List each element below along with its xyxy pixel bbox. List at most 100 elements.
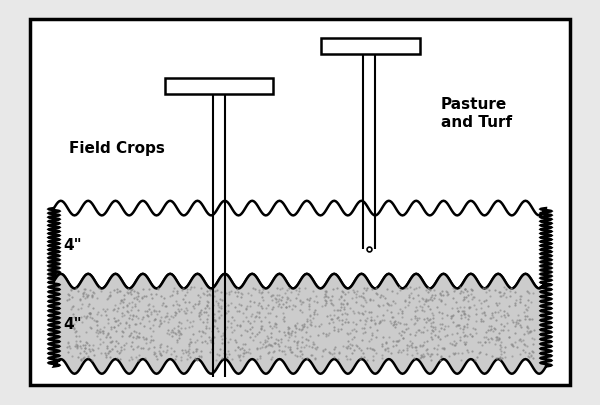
Point — [124, 300, 134, 306]
Point — [312, 344, 322, 351]
Point — [110, 343, 120, 349]
Point — [156, 320, 166, 326]
Point — [208, 316, 218, 323]
Point — [455, 325, 465, 331]
Point — [254, 309, 264, 316]
Point — [349, 334, 358, 341]
Point — [229, 317, 239, 323]
Point — [68, 353, 77, 360]
Point — [133, 333, 142, 339]
Point — [215, 296, 224, 303]
Point — [463, 292, 473, 299]
Point — [248, 337, 257, 344]
Point — [464, 304, 473, 311]
Point — [329, 324, 339, 331]
Point — [359, 330, 368, 336]
Point — [353, 309, 362, 315]
Point — [148, 303, 158, 309]
Point — [459, 324, 469, 330]
Point — [389, 298, 398, 305]
Point — [393, 349, 403, 355]
Point — [467, 287, 476, 293]
Point — [170, 309, 179, 316]
Point — [514, 312, 523, 319]
Point — [391, 321, 401, 328]
Point — [347, 295, 356, 302]
Point — [437, 325, 446, 331]
Point — [153, 285, 163, 291]
Point — [135, 320, 145, 327]
Point — [345, 345, 355, 351]
Point — [455, 305, 465, 311]
Point — [428, 324, 437, 330]
Point — [495, 289, 505, 296]
Point — [129, 295, 139, 302]
Point — [485, 293, 495, 299]
Point — [227, 356, 237, 362]
Point — [182, 356, 191, 362]
Point — [451, 299, 460, 306]
Point — [161, 303, 171, 309]
Point — [337, 288, 347, 295]
Point — [372, 327, 382, 334]
Point — [76, 356, 85, 362]
Point — [196, 311, 205, 318]
Point — [312, 299, 322, 305]
Point — [395, 320, 404, 326]
Point — [74, 333, 83, 339]
Point — [356, 356, 365, 362]
Point — [523, 304, 533, 311]
Point — [392, 338, 402, 344]
Point — [321, 289, 331, 296]
Point — [62, 344, 71, 351]
Point — [163, 310, 172, 316]
Point — [80, 345, 90, 352]
Point — [398, 335, 408, 341]
Point — [339, 303, 349, 310]
Point — [365, 324, 374, 330]
Point — [419, 354, 428, 360]
Point — [131, 294, 141, 301]
Point — [106, 334, 115, 340]
Point — [121, 319, 131, 326]
Point — [183, 352, 193, 358]
Point — [157, 352, 166, 358]
Point — [520, 348, 529, 355]
Point — [298, 351, 307, 358]
Point — [85, 311, 95, 317]
Point — [133, 357, 143, 363]
Point — [172, 301, 182, 307]
Point — [79, 348, 88, 354]
Point — [236, 302, 245, 308]
Point — [356, 347, 365, 354]
Point — [119, 312, 129, 318]
Point — [106, 339, 116, 345]
Point — [101, 354, 110, 360]
Point — [442, 332, 451, 339]
Point — [221, 290, 230, 296]
Point — [359, 295, 369, 301]
Point — [176, 320, 186, 327]
Point — [352, 288, 362, 294]
Point — [112, 348, 122, 354]
Point — [485, 326, 495, 333]
Point — [245, 303, 255, 310]
Point — [271, 296, 281, 303]
Point — [419, 353, 428, 360]
Point — [476, 305, 485, 311]
Point — [245, 345, 254, 352]
Point — [292, 354, 302, 360]
Point — [271, 299, 281, 305]
Point — [394, 337, 404, 344]
Point — [174, 303, 184, 309]
Point — [73, 344, 82, 350]
Point — [185, 286, 195, 293]
Point — [79, 286, 89, 293]
Point — [456, 315, 466, 321]
Point — [190, 355, 200, 361]
Point — [144, 306, 154, 312]
Point — [328, 302, 338, 308]
Point — [232, 339, 241, 345]
Point — [194, 313, 203, 320]
Point — [338, 343, 348, 350]
